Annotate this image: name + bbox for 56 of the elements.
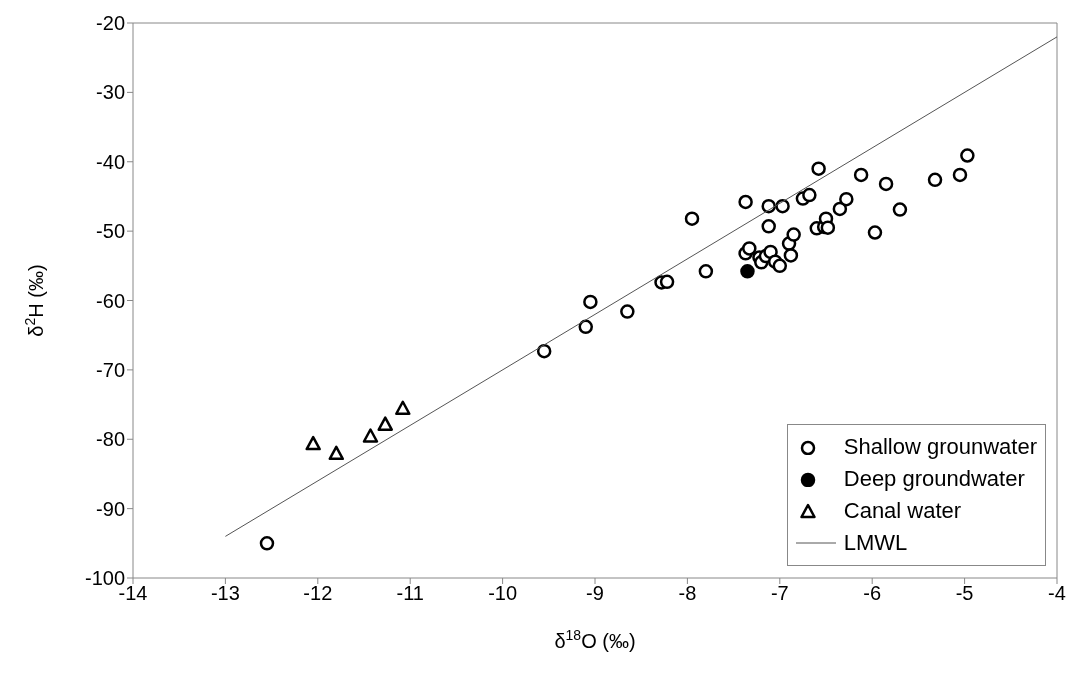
point — [927, 172, 943, 188]
point — [362, 428, 379, 443]
point — [536, 343, 552, 359]
point — [742, 241, 757, 256]
point — [377, 416, 393, 431]
y-tick-label: -80 — [96, 428, 125, 451]
x-tick-label: -4 — [1048, 582, 1066, 605]
y-tick-label: -20 — [96, 12, 125, 35]
y-tick-label: -60 — [96, 289, 125, 312]
point — [328, 445, 345, 461]
x-tick-label: -8 — [678, 582, 697, 605]
point — [259, 536, 275, 551]
point — [772, 258, 788, 274]
y-tick-label: -30 — [96, 81, 125, 104]
point — [820, 220, 836, 235]
point — [853, 167, 869, 183]
legend-label: Deep groundwater — [843, 466, 1025, 491]
point — [802, 187, 817, 203]
legend-label: LMWL — [843, 530, 908, 555]
point — [775, 198, 790, 214]
point — [583, 294, 598, 310]
x-tick-label: -12 — [303, 582, 333, 605]
x-axis-title: δ$^{18}$O (‰) — [554, 627, 636, 652]
point — [738, 194, 753, 210]
legend-label: Canal water — [843, 498, 962, 523]
x-tick-label: -10 — [488, 582, 518, 605]
point — [811, 161, 826, 176]
x-tick-label: -7 — [770, 582, 789, 605]
y-tick-label: -50 — [96, 220, 125, 243]
point — [684, 211, 700, 226]
x-tick-label: -13 — [210, 582, 240, 605]
point — [698, 264, 714, 279]
x-tick-label: -9 — [586, 582, 604, 605]
point — [740, 264, 755, 279]
x-tick-label: -6 — [863, 582, 882, 605]
point — [761, 219, 776, 234]
point — [878, 176, 894, 192]
y-tick-label: -40 — [96, 150, 125, 173]
point — [892, 202, 908, 217]
point — [952, 167, 968, 183]
y-tick-label: -90 — [96, 497, 125, 520]
point — [395, 400, 411, 415]
point — [783, 248, 799, 263]
point — [960, 148, 975, 163]
point — [867, 225, 883, 240]
point — [620, 304, 635, 319]
x-tick-label: -5 — [955, 582, 974, 605]
legend-label: Shallow grounwater — [843, 434, 1037, 459]
point — [305, 435, 321, 451]
point — [659, 274, 675, 290]
point — [832, 201, 848, 217]
point — [578, 319, 594, 335]
x-tick-label: -11 — [396, 582, 424, 605]
point — [839, 191, 854, 207]
point — [786, 227, 801, 242]
y-tick-label: -70 — [96, 358, 125, 381]
